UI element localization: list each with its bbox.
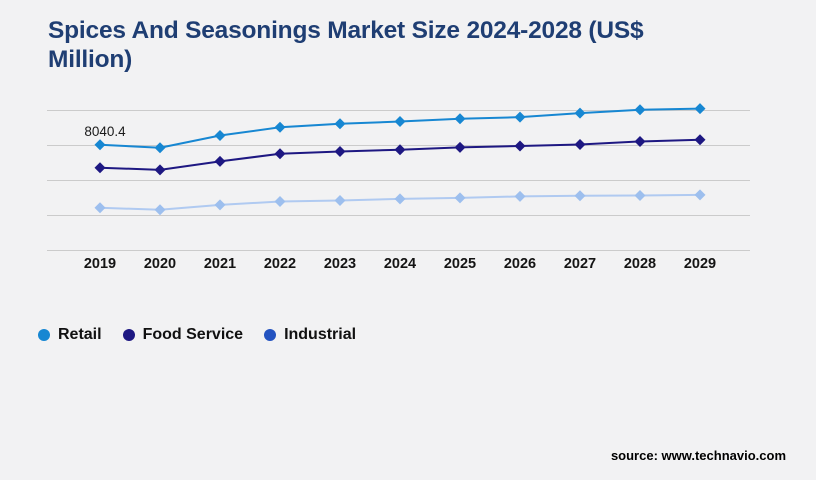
x-axis-tick-2021: 2021: [203, 256, 237, 272]
data-point-food-service-2029: [694, 134, 706, 146]
data-point-retail-2021: [214, 130, 226, 142]
data-point-industrial-2028: [634, 190, 646, 202]
chart-legend: Retail Food Service Industrial: [38, 325, 356, 345]
chart-title-line1: Spices And Seasonings Market Size 2024-2…: [48, 17, 644, 44]
data-point-retail-2027: [574, 107, 586, 119]
data-point-food-service-2019: [94, 162, 106, 174]
chart-title-line2: Million): [48, 46, 133, 73]
data-point-industrial-2020: [154, 204, 166, 216]
series-line-retail: [99, 107, 701, 149]
data-point-food-service-2020: [154, 164, 166, 176]
retail-legend-dot-icon: [38, 329, 50, 341]
data-point-retail-2028: [634, 104, 646, 116]
data-point-retail-2029: [694, 103, 706, 115]
x-axis-tick-2024: 2024: [383, 256, 417, 272]
data-point-food-service-2025: [454, 141, 466, 153]
data-point-industrial-2021: [214, 199, 226, 211]
data-point-retail-2025: [454, 113, 466, 125]
data-point-retail-2024: [394, 116, 406, 128]
x-axis-tick-2026: 2026: [503, 256, 537, 272]
x-axis-tick-2023: 2023: [323, 256, 357, 272]
data-point-value-label: 8040.4: [84, 124, 126, 139]
data-point-food-service-2021: [214, 155, 226, 167]
legend-item-industrial: Industrial: [264, 326, 356, 344]
legend-label-retail: Retail: [58, 326, 102, 343]
data-point-retail-2026: [514, 111, 526, 123]
x-axis-tick-2022: 2022: [263, 256, 297, 272]
data-point-retail-2023: [334, 118, 346, 130]
data-point-retail-2022: [274, 121, 286, 133]
legend-item-food-service: Food Service: [122, 326, 244, 344]
x-axis-tick-2029: 2029: [683, 256, 717, 272]
data-point-industrial-2024: [394, 193, 406, 205]
data-point-industrial-2029: [694, 189, 706, 201]
data-point-food-service-2027: [574, 138, 586, 150]
data-point-industrial-2027: [574, 190, 586, 202]
data-point-retail-2019: [94, 139, 106, 151]
industrial-legend-dot-icon: [264, 329, 277, 341]
data-point-food-service-2023: [334, 145, 346, 157]
x-axis-tick-2027: 2027: [563, 256, 597, 272]
legend-label-industrial: Industrial: [284, 326, 357, 343]
data-point-industrial-2026: [514, 190, 526, 202]
data-point-food-service-2026: [514, 140, 526, 152]
x-axis: 2019 2020 2021 2022 2023 2024 2025 2026 2027 2028…: [0, 256, 816, 274]
legend-label-food-service: Food Service: [142, 326, 244, 343]
food-service-legend-dot-icon: [122, 329, 135, 341]
data-point-food-service-2028: [634, 135, 646, 147]
data-point-retail-2020: [154, 142, 166, 154]
source-attribution: source: www.technavio.com: [610, 448, 786, 463]
x-axis-tick-2020: 2020: [143, 256, 177, 272]
data-point-industrial-2019: [94, 202, 106, 214]
x-axis-tick-2019: 2019: [83, 256, 117, 272]
data-point-food-service-2024: [394, 144, 406, 156]
chart-title: Spices And Seasonings Market Size 2024-2…: [48, 16, 738, 74]
data-point-industrial-2023: [334, 194, 346, 206]
x-axis-tick-2028: 2028: [623, 256, 657, 272]
line-chart-plot: 8040.4: [47, 103, 750, 251]
legend-item-retail: Retail: [38, 326, 102, 344]
x-axis-tick-2025: 2025: [443, 256, 477, 272]
data-point-industrial-2022: [274, 196, 286, 207]
data-point-food-service-2022: [274, 148, 286, 160]
data-point-industrial-2025: [454, 192, 466, 204]
